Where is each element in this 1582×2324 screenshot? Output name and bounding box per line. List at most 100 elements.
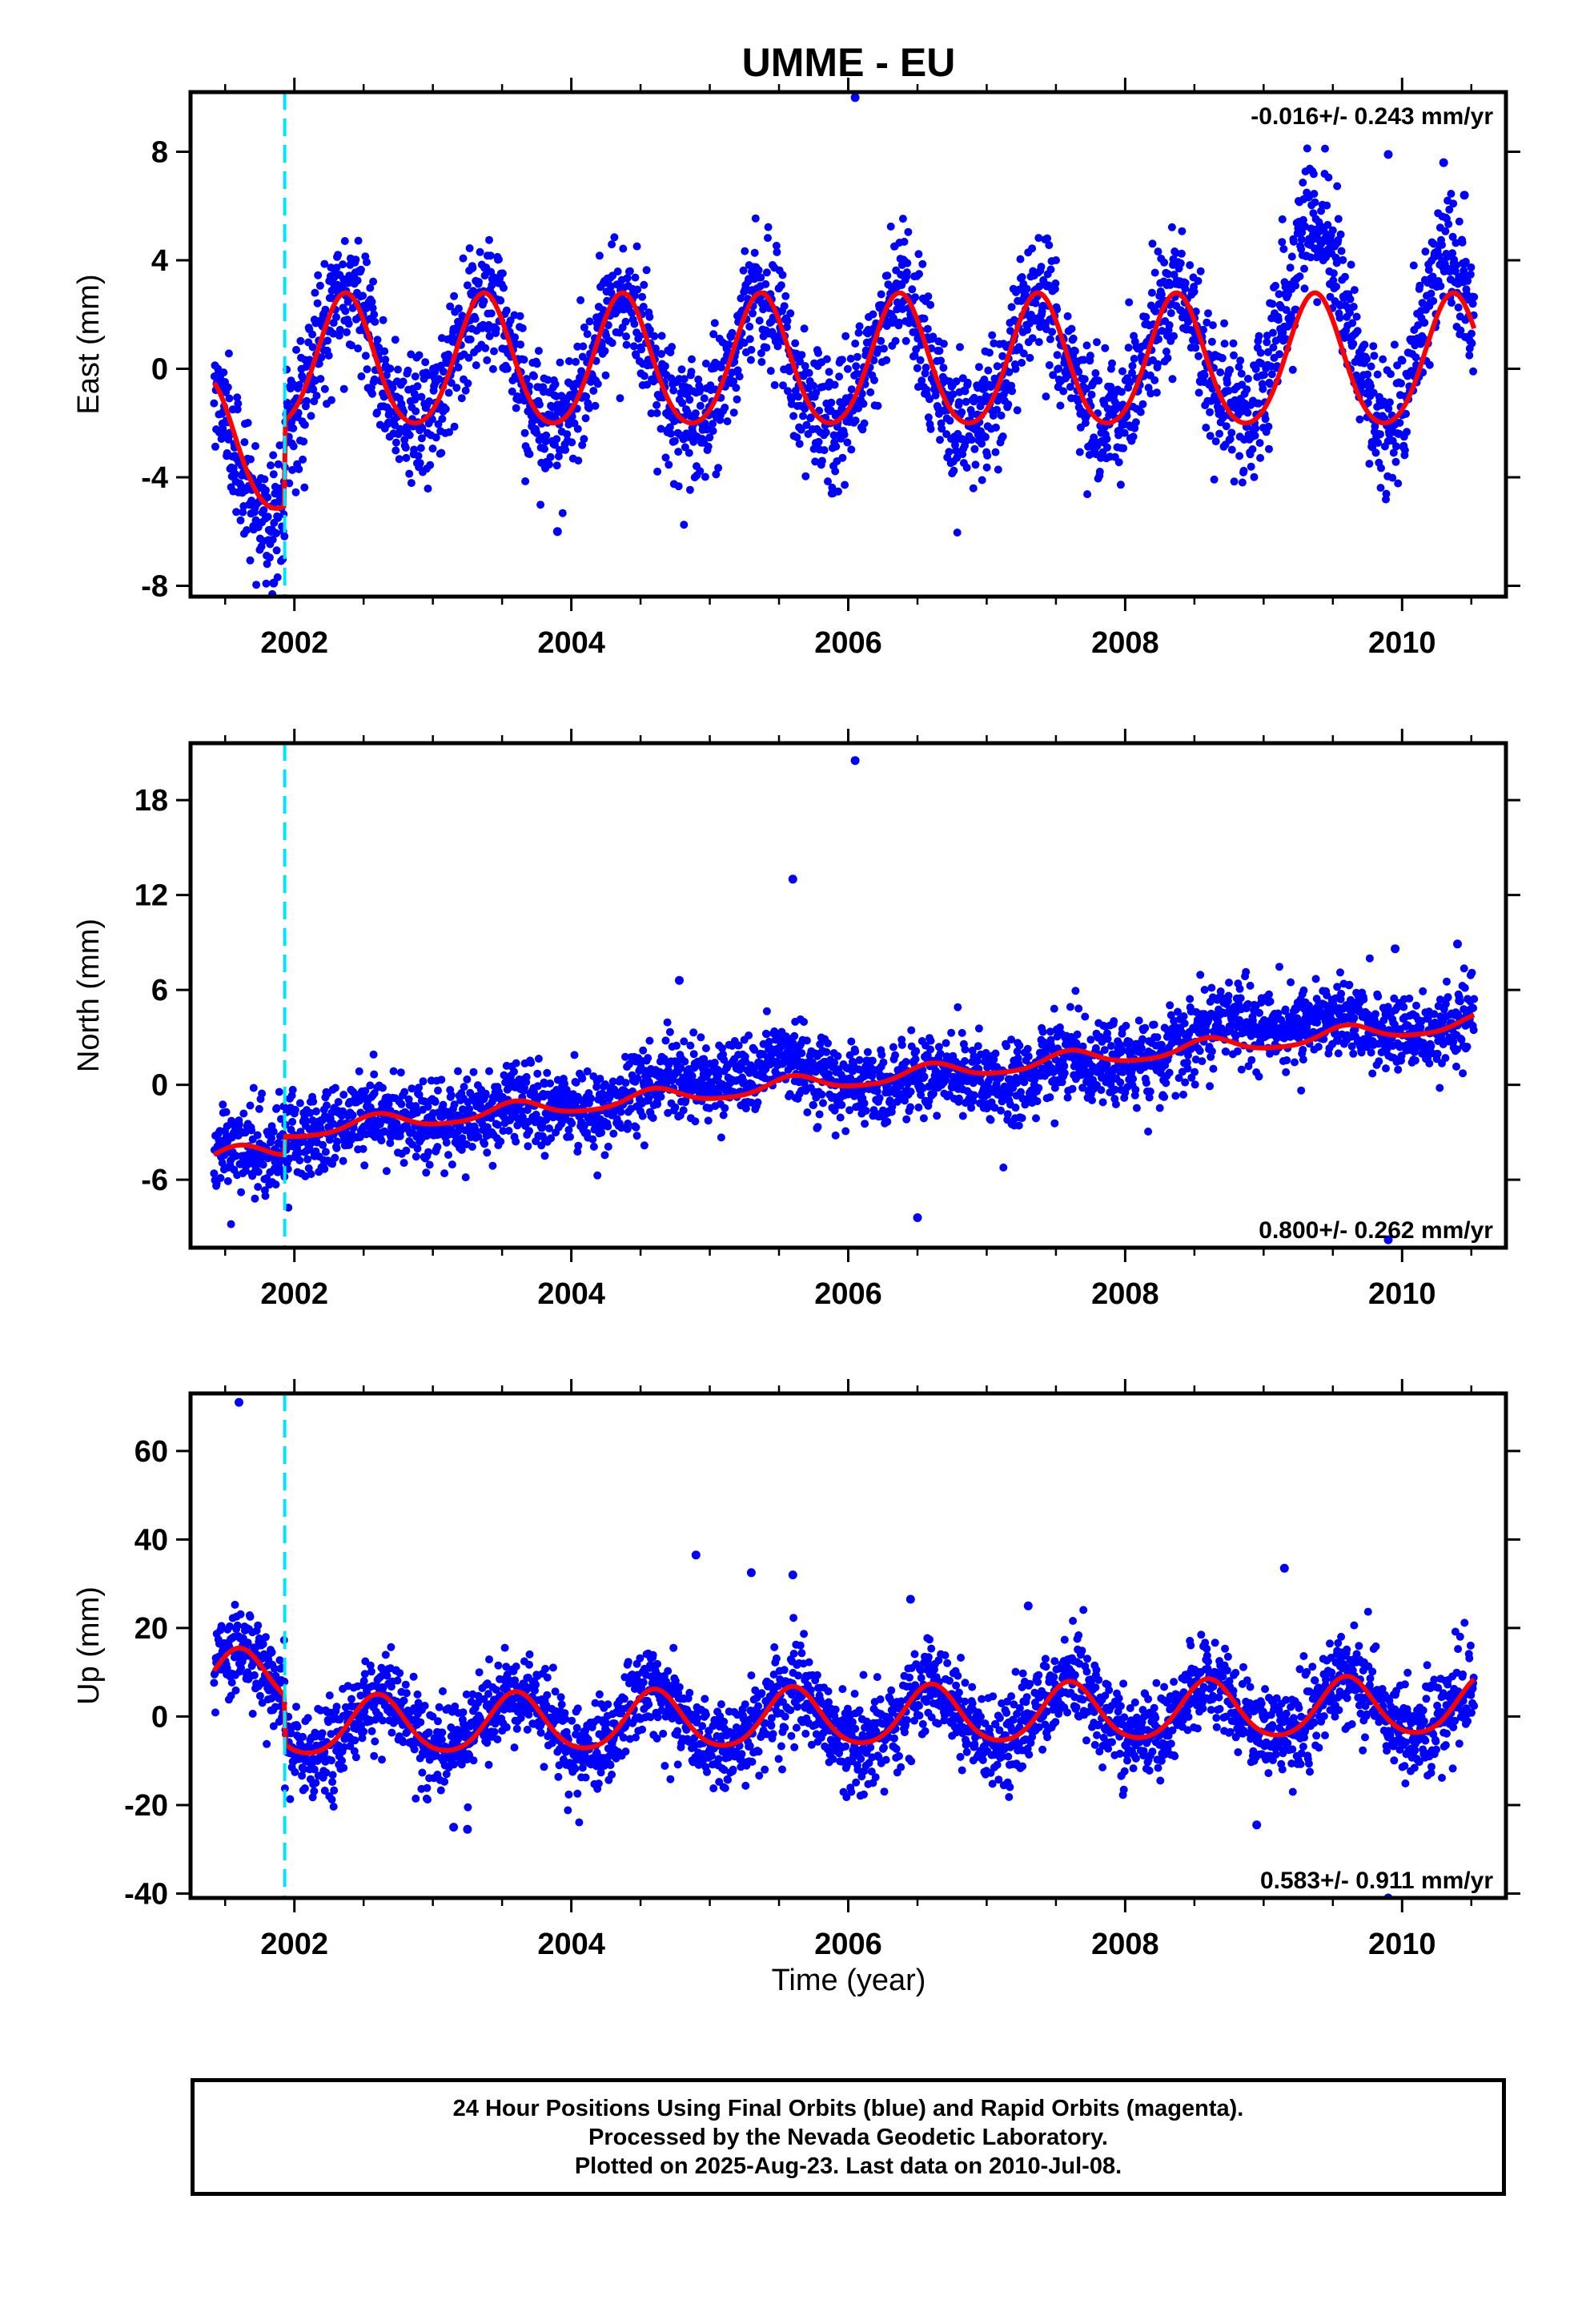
data-point — [344, 320, 353, 328]
data-point — [464, 1098, 472, 1107]
data-point — [414, 452, 423, 460]
data-point — [1260, 371, 1268, 380]
data-point — [825, 368, 833, 376]
data-point — [986, 1116, 995, 1124]
data-point — [1371, 422, 1379, 431]
data-point — [572, 357, 580, 366]
data-point — [1311, 198, 1319, 207]
data-point — [252, 581, 261, 589]
data-point — [974, 1042, 982, 1051]
data-point — [1081, 1012, 1090, 1021]
data-point — [962, 397, 970, 406]
data-point — [263, 513, 272, 521]
data-point — [323, 336, 332, 345]
data-point — [980, 376, 989, 384]
data-point — [1275, 290, 1283, 299]
data-point — [530, 1088, 538, 1096]
data-point — [581, 414, 590, 423]
data-point — [1007, 303, 1016, 312]
data-point — [267, 461, 275, 470]
data-point — [621, 1052, 629, 1061]
data-point — [1317, 207, 1326, 215]
data-point — [540, 444, 548, 453]
data-point — [665, 460, 673, 469]
data-point — [784, 387, 792, 396]
data-point — [950, 466, 958, 475]
data-point — [668, 343, 677, 352]
data-point — [331, 1153, 339, 1162]
data-point — [285, 479, 294, 488]
data-point — [317, 353, 326, 362]
data-point — [694, 375, 703, 384]
data-point — [355, 1067, 363, 1076]
data-point — [750, 1045, 759, 1054]
data-point — [1194, 276, 1203, 285]
data-point — [480, 271, 489, 280]
data-point — [1448, 249, 1457, 258]
data-point — [572, 1078, 580, 1087]
data-point — [386, 364, 395, 373]
data-point — [645, 312, 654, 321]
data-point — [632, 1123, 640, 1132]
data-point — [947, 1028, 956, 1037]
data-point — [560, 1080, 568, 1088]
data-point — [880, 344, 888, 353]
data-point — [604, 1122, 612, 1131]
data-point — [778, 271, 787, 279]
data-point — [974, 1024, 983, 1033]
data-point — [1218, 354, 1227, 363]
data-point — [1119, 444, 1128, 452]
data-point — [696, 401, 705, 410]
data-point — [1103, 443, 1111, 452]
data-point — [745, 322, 754, 331]
data-point — [369, 277, 378, 286]
data-point — [334, 1098, 343, 1106]
data-point — [475, 278, 483, 286]
data-point — [332, 263, 341, 272]
data-point — [402, 453, 411, 462]
chart-title: UMME - EU — [742, 40, 956, 85]
data-point — [754, 266, 763, 275]
data-point — [762, 1030, 771, 1039]
data-point — [1086, 1035, 1095, 1044]
data-point — [1220, 319, 1229, 328]
data-point — [860, 1099, 869, 1108]
data-point — [945, 448, 954, 456]
data-point — [840, 430, 849, 439]
data-point — [295, 464, 303, 473]
data-point — [259, 506, 268, 515]
data-point — [288, 1085, 297, 1094]
data-point — [926, 424, 935, 433]
data-point — [963, 378, 972, 387]
data-point — [1435, 251, 1443, 260]
data-point — [608, 240, 616, 249]
data-point — [629, 342, 638, 351]
data-point — [1341, 272, 1349, 281]
data-point — [570, 1051, 579, 1059]
data-point — [745, 275, 753, 283]
data-point — [933, 1112, 942, 1120]
data-point — [1093, 338, 1101, 347]
data-point — [269, 451, 278, 460]
data-point — [939, 340, 948, 348]
data-point — [989, 412, 998, 420]
data-point — [1299, 179, 1307, 187]
y-tick-label: -8 — [141, 569, 168, 603]
data-point — [638, 1112, 647, 1120]
data-point — [841, 480, 849, 489]
data-point — [1070, 347, 1079, 356]
data-point — [1170, 332, 1178, 340]
data-point — [408, 1084, 416, 1093]
data-point — [835, 372, 844, 381]
data-point — [906, 1103, 915, 1112]
data-point — [521, 477, 530, 485]
data-point — [1251, 432, 1259, 440]
data-point — [415, 351, 424, 360]
data-point — [633, 285, 642, 294]
data-point — [1445, 205, 1454, 214]
data-point — [866, 388, 875, 396]
data-point — [1056, 401, 1065, 410]
data-point — [392, 1119, 401, 1128]
data-point — [1424, 266, 1433, 274]
data-point — [525, 450, 534, 458]
